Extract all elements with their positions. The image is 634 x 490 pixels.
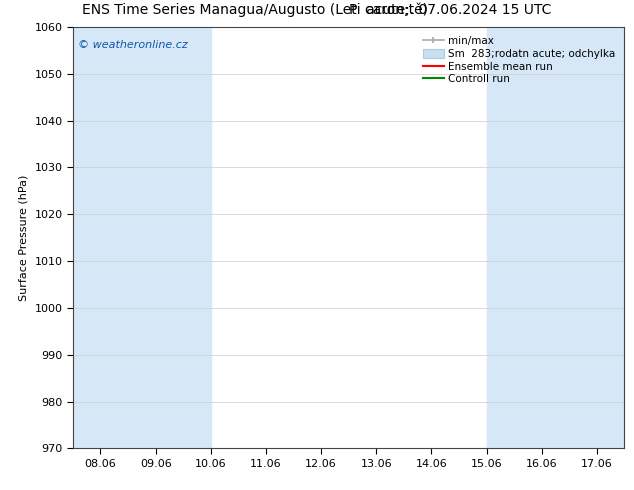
Bar — [73, 27, 210, 448]
Bar — [487, 27, 624, 448]
Legend: min/max, Sm  283;rodatn acute; odchylka, Ensemble mean run, Controll run: min/max, Sm 283;rodatn acute; odchylka, … — [418, 32, 619, 88]
Y-axis label: Surface Pressure (hPa): Surface Pressure (hPa) — [19, 174, 29, 301]
Text: © weatheronline.cz: © weatheronline.cz — [79, 40, 188, 49]
Text: P  acute;. 07.06.2024 15 UTC: P acute;. 07.06.2024 15 UTC — [349, 3, 552, 17]
Text: ENS Time Series Managua/Augusto (Leti caron;tě): ENS Time Series Managua/Augusto (Leti ca… — [82, 2, 429, 17]
